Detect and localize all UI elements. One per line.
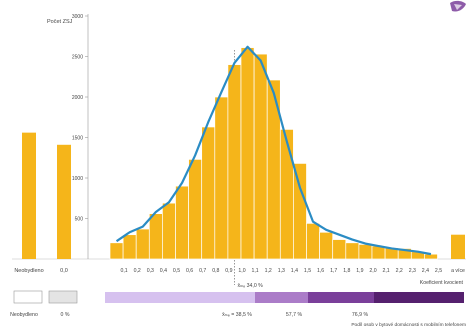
legend-label: 0 % [61,312,70,318]
legend-label: Neobydleno [10,312,38,318]
histogram-bar [319,231,334,260]
bar-left-0 [22,132,36,259]
bar-right-overflow [451,234,465,259]
y-tick-label: 500 [75,216,84,222]
histogram-bar [214,96,229,260]
y-tick-label: 1000 [72,176,83,182]
x-tick-label: 0,3 [147,268,154,274]
x-tick-label: 1,0 [238,268,245,274]
x-tick-label: a více [451,268,465,274]
median-label: x̄ₘₑ 34,0 % [237,283,263,289]
y-tick-label: 3000 [72,14,83,20]
histogram-bar [240,47,255,260]
x-tick-label: 0,5 [173,268,180,274]
x-tick-label: 0,6 [186,268,193,274]
color-scale-segment [105,292,255,303]
histogram-bar [332,239,347,260]
x-tick-label: 1,3 [278,268,285,274]
color-scale-label: 57,7 % [286,312,303,318]
color-scale-label: x̄ₘₑ = 38,5 % [222,312,252,318]
legend-swatch-1 [48,290,78,304]
histogram-bar [358,244,373,260]
x-tick-label: 1,9 [356,268,363,274]
x-tick-label: 1,6 [317,268,324,274]
x-tick-label: 2,1 [382,268,389,274]
x-tick-label: 0,9 [225,268,232,274]
x-tick-label: 1,7 [330,268,337,274]
histogram-bar [175,185,189,260]
x-tick-label: 1,1 [251,268,258,274]
color-scale-segment [374,292,464,303]
y-tick-label: 2500 [72,54,83,60]
histogram-bar [135,228,150,260]
histogram-bar [162,202,176,260]
histogram-bar [424,253,438,260]
x-left-label: Neobydleno [14,268,43,274]
x-tick-label: 1,4 [291,268,298,274]
y-tick-label: 1500 [72,135,83,141]
color-scale-label: 76,9 % [352,312,369,318]
x-tick-label: 0,4 [160,268,167,274]
histogram-bar [109,242,124,260]
histogram-bar [201,126,216,260]
histogram-bar [306,223,320,260]
x-tick-label: 0,2 [134,268,141,274]
x-tick-label: 0,7 [199,268,206,274]
x-axis-title: Koeficient kvocient [420,280,464,286]
footer-caption: Podíl osob v bytové domácnosti s mobilní… [351,322,466,328]
histogram-bar [293,163,307,260]
legend-swatch-0 [13,290,43,304]
x-tick-label: 1,5 [304,268,311,274]
brand-logo-icon [450,0,466,12]
x-tick-label: 0,1 [120,268,127,274]
y-axis-title: Počet ZSJ [47,19,73,25]
x-left-label: 0,0 [60,268,68,274]
histogram-bar [279,129,294,260]
color-scale-segment [255,292,308,303]
trend-line [115,45,432,256]
histogram-bar [345,242,360,260]
y-tick-label: 2000 [72,95,83,101]
x-tick-label: 2,4 [422,268,429,274]
histogram-bar [188,159,203,260]
x-tick-label: 2,5 [435,268,442,274]
histogram-bar [253,53,268,260]
histogram-bar [148,213,163,260]
x-tick-label: 2,0 [369,268,376,274]
x-tick-label: 1,8 [343,268,350,274]
color-scale-segment [308,292,374,303]
histogram-bar [227,64,242,260]
x-tick-label: 2,2 [396,268,403,274]
x-tick-label: 0,8 [212,268,219,274]
x-tick-label: 2,3 [409,268,416,274]
histogram-bar [122,234,137,260]
bar-left-1 [57,144,71,259]
x-tick-label: 1,2 [265,268,272,274]
